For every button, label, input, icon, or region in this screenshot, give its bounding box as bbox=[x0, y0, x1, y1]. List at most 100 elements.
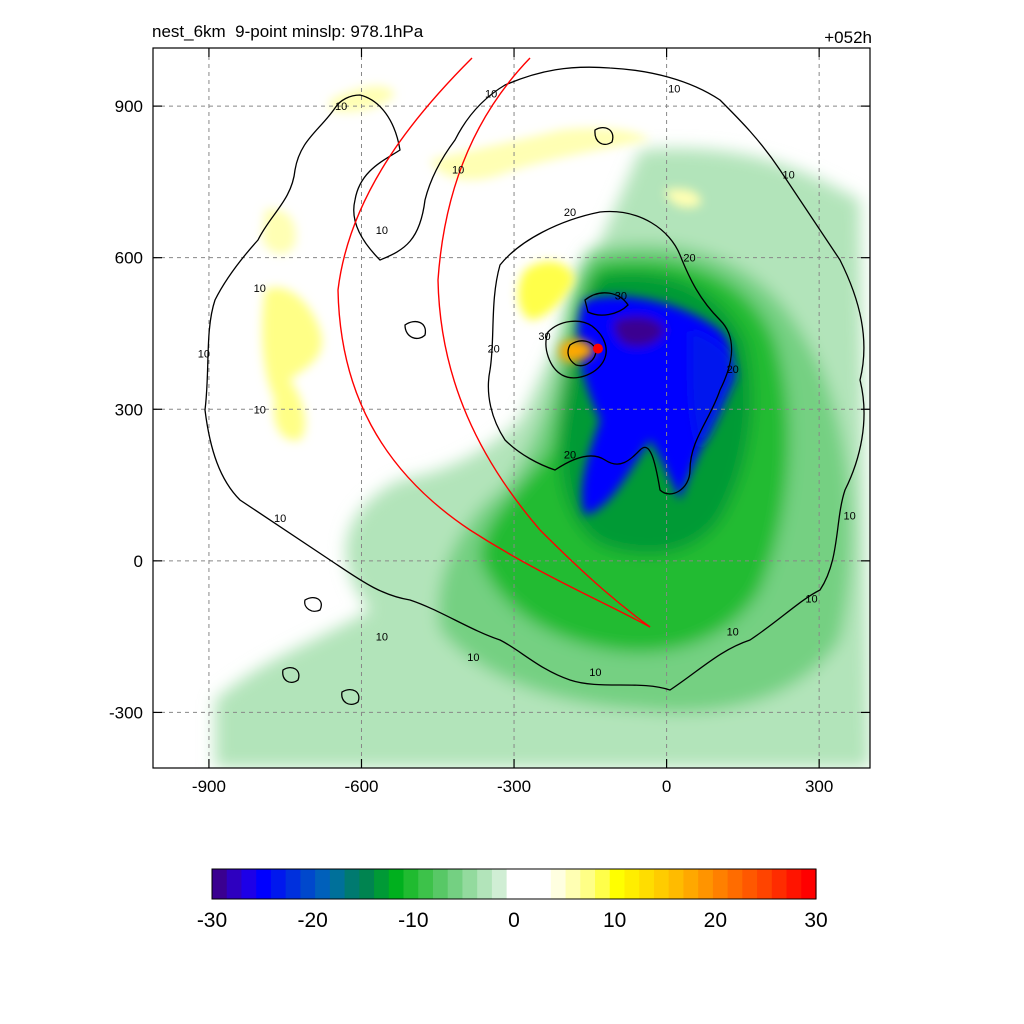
colorbar-swatch-9 bbox=[344, 869, 360, 899]
colorbar-swatch-27 bbox=[609, 869, 626, 899]
colorbar-swatch-25 bbox=[580, 869, 596, 899]
contour-label: 10 bbox=[467, 652, 479, 664]
x-tick-label: 0 bbox=[662, 777, 671, 796]
colorbar-swatch-16 bbox=[447, 869, 464, 899]
colorbar-swatch-20 bbox=[506, 869, 522, 899]
colorbar-swatch-12 bbox=[388, 869, 405, 899]
colorbar-swatch-33 bbox=[698, 869, 714, 899]
colorbar-swatch-8 bbox=[329, 869, 346, 899]
contour-lines bbox=[204, 66, 865, 706]
colorbar-swatch-39 bbox=[786, 869, 802, 899]
contour-30 bbox=[545, 320, 607, 379]
colorbar-swatch-29 bbox=[639, 869, 655, 899]
colorbar-swatch-7 bbox=[315, 869, 331, 899]
colorbar-tick-label: 30 bbox=[804, 909, 827, 932]
colorbar-swatch-14 bbox=[418, 869, 434, 899]
contour-label: 10 bbox=[274, 513, 286, 525]
colorbar-swatch-4 bbox=[270, 869, 287, 899]
y-tick-label: -300 bbox=[109, 703, 143, 722]
contour-label: 10 bbox=[198, 349, 210, 361]
chart-title: nest_6km 9-point minslp: 978.1hPa bbox=[152, 22, 424, 41]
colorbar-tick-label: 0 bbox=[508, 909, 520, 932]
track-line-west bbox=[337, 57, 651, 628]
yellow-region-inner bbox=[518, 261, 575, 320]
contour-label: 20 bbox=[488, 344, 500, 356]
colorbar-swatch-15 bbox=[432, 869, 449, 899]
x-tick-label: -600 bbox=[344, 777, 378, 796]
contour-label: 10 bbox=[783, 169, 795, 181]
colorbar-swatch-17 bbox=[462, 869, 478, 899]
colorbar-swatch-18 bbox=[477, 869, 493, 899]
contour-label: 10 bbox=[376, 225, 388, 237]
x-tick-label: -900 bbox=[192, 777, 226, 796]
y-tick-label: 0 bbox=[134, 552, 143, 571]
colorbar-swatch-35 bbox=[727, 869, 743, 899]
yellow-region-northwest bbox=[262, 209, 296, 255]
colorbar-swatch-11 bbox=[374, 869, 390, 899]
contour-small-1 bbox=[404, 321, 427, 339]
colorbar-frame bbox=[211, 868, 817, 900]
colorbar-swatch-22 bbox=[536, 869, 552, 899]
contour-label: 10 bbox=[727, 627, 739, 639]
contour-label: 10 bbox=[335, 101, 347, 113]
colorbar-swatch-5 bbox=[285, 869, 301, 899]
contour-30-north bbox=[584, 292, 629, 316]
contour-30-inner bbox=[567, 340, 597, 367]
colorbar-tick-label: -30 bbox=[197, 909, 227, 932]
colorbar-swatch-31 bbox=[668, 869, 685, 899]
colorbar-swatch-19 bbox=[491, 869, 508, 899]
colorbar-swatch-21 bbox=[521, 869, 537, 899]
axis-ticks: -900 -600 -300 0 300 900 600 300 0 -300 bbox=[109, 48, 870, 796]
contour-10-outer bbox=[204, 66, 865, 691]
colorbar-swatch-37 bbox=[757, 869, 773, 899]
colorbar-swatch-6 bbox=[300, 869, 316, 899]
contour-label: 20 bbox=[683, 253, 695, 265]
contour-label: 20 bbox=[727, 364, 739, 376]
colorbar-swatch-40 bbox=[801, 869, 817, 899]
colorbar: -30 -20 -10 0 10 20 30 bbox=[197, 868, 828, 932]
contour-label: 30 bbox=[615, 291, 627, 303]
blue-region-east bbox=[690, 330, 736, 450]
colorbar-tick-label: 10 bbox=[603, 909, 626, 932]
forecast-hour-label: +052h bbox=[824, 28, 872, 47]
x-tick-label: -300 bbox=[497, 777, 531, 796]
y-tick-label: 600 bbox=[115, 249, 143, 268]
colorbar-tick-label: 20 bbox=[704, 909, 727, 932]
contour-labels: 10 10 10 10 10 10 10 10 10 10 10 10 10 10 10 10 20 20 20 20… bbox=[198, 83, 856, 679]
plot-frame bbox=[152, 47, 871, 769]
contour-small-2 bbox=[594, 127, 614, 145]
colorbar-tick-label: -10 bbox=[398, 909, 428, 932]
contour-label: 10 bbox=[452, 164, 464, 176]
contour-label: 10 bbox=[668, 83, 680, 95]
yellow-region-north bbox=[330, 85, 701, 208]
contour-label: 10 bbox=[844, 510, 856, 522]
contour-label: 10 bbox=[254, 283, 266, 295]
storm-center-marker bbox=[592, 343, 603, 354]
contour-label: 10 bbox=[254, 404, 266, 416]
y-tick-label: 900 bbox=[115, 97, 143, 116]
colorbar-swatch-30 bbox=[653, 869, 670, 899]
colorbar-swatch-23 bbox=[550, 869, 567, 899]
contour-20 bbox=[487, 210, 733, 495]
contour-label: 20 bbox=[564, 450, 576, 462]
colorbar-swatch-1 bbox=[226, 869, 243, 899]
colorbar-swatch-10 bbox=[359, 869, 375, 899]
colorbar-swatch-13 bbox=[403, 869, 419, 899]
contour-label: 10 bbox=[589, 667, 601, 679]
contour-label: 20 bbox=[564, 207, 576, 219]
colorbar-swatch-38 bbox=[771, 869, 788, 899]
contour-small-3 bbox=[282, 596, 360, 706]
storm-track-lines bbox=[337, 57, 651, 628]
track-line-east bbox=[437, 57, 651, 628]
colorbar-swatch-2 bbox=[241, 869, 257, 899]
yellow-region-west bbox=[262, 287, 323, 441]
contour-label: 10 bbox=[376, 632, 388, 644]
contour-label: 30 bbox=[538, 331, 550, 343]
colorbar-swatch-3 bbox=[256, 869, 272, 899]
y-tick-label: 300 bbox=[115, 400, 143, 419]
colorbar-swatch-32 bbox=[683, 869, 699, 899]
colorbar-swatch-34 bbox=[712, 869, 729, 899]
colorbar-tick-label: -20 bbox=[297, 909, 327, 932]
colorbar-swatch-28 bbox=[624, 869, 640, 899]
